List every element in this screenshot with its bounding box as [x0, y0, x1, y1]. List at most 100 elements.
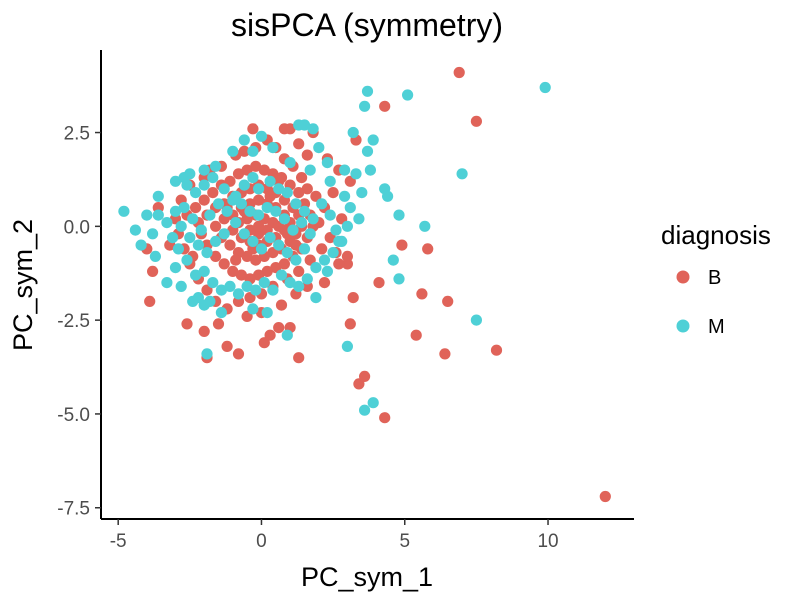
point-M-11 — [339, 164, 351, 176]
point-B-77 — [207, 187, 219, 199]
point-B-18 — [344, 318, 356, 330]
point-M-65 — [224, 280, 236, 292]
point-B-127 — [224, 239, 236, 251]
point-M-126 — [353, 213, 365, 225]
x-tick-label: -5 — [110, 531, 127, 552]
point-M-50 — [324, 209, 336, 221]
point-M-18 — [387, 254, 399, 266]
point-M-28 — [118, 205, 130, 217]
point-B-12 — [442, 295, 454, 307]
point-B-173 — [212, 318, 225, 330]
point-M-74 — [169, 205, 182, 217]
point-M-91 — [296, 217, 308, 229]
point-M-76 — [187, 213, 199, 225]
point-B-31 — [293, 352, 305, 364]
y-axis-title: PC_sym_2 — [8, 219, 38, 351]
point-M-125 — [344, 202, 356, 214]
point-B-87 — [293, 187, 305, 199]
point-M-20 — [470, 314, 482, 326]
point-M-33 — [169, 262, 182, 274]
point-M-106 — [255, 130, 268, 142]
point-M-63 — [241, 280, 253, 292]
point-M-101 — [210, 235, 222, 247]
point-M-83 — [247, 235, 259, 247]
point-M-19 — [393, 273, 405, 285]
point-B-157 — [264, 190, 276, 202]
point-B-82 — [250, 160, 262, 172]
point-M-60 — [267, 284, 279, 296]
point-B-176 — [301, 149, 313, 161]
point-M-31 — [152, 190, 164, 202]
point-M-78 — [204, 209, 216, 221]
point-M-35 — [190, 187, 202, 199]
point-M-26 — [238, 134, 250, 146]
point-M-87 — [281, 247, 293, 259]
legend-title: diagnosis — [661, 220, 771, 250]
point-M-98 — [235, 198, 247, 210]
point-M-90 — [304, 228, 316, 240]
point-M-2 — [361, 85, 374, 97]
point-M-85 — [264, 232, 276, 244]
point-M-89 — [298, 243, 311, 255]
point-B-154 — [253, 220, 265, 232]
point-M-29 — [135, 239, 147, 251]
point-M-92 — [287, 224, 299, 236]
point-M-131 — [304, 164, 316, 176]
point-B-17 — [347, 292, 359, 304]
point-B-94 — [278, 258, 290, 270]
point-B-21 — [379, 412, 391, 424]
y-tick-label: 2.5 — [64, 124, 90, 145]
point-M-47 — [298, 205, 311, 217]
point-M-57 — [293, 280, 305, 292]
point-M-3 — [359, 100, 371, 112]
y-tick-label: -2.5 — [57, 311, 90, 332]
point-M-129 — [321, 265, 333, 277]
point-M-128 — [333, 235, 345, 247]
point-B-129 — [210, 220, 222, 232]
point-M-136 — [313, 142, 325, 154]
point-M-108 — [247, 145, 259, 157]
point-B-25 — [333, 258, 345, 270]
point-M-55 — [310, 262, 322, 274]
point-B-0 — [453, 66, 465, 79]
x-tick-label: 5 — [399, 531, 410, 552]
point-M-135 — [356, 187, 368, 199]
point-M-27 — [175, 280, 187, 292]
point-M-104 — [184, 232, 196, 244]
point-M-117 — [215, 307, 227, 319]
point-B-33 — [232, 348, 245, 360]
point-B-76 — [198, 194, 210, 206]
point-M-80 — [221, 205, 233, 217]
point-M-10 — [321, 157, 333, 169]
y-ticks: -7.5 -5.0 -2.5 0.0 2.5 — [57, 124, 101, 520]
point-M-79 — [212, 198, 225, 210]
point-M-71 — [172, 243, 184, 255]
point-B-100 — [227, 265, 239, 277]
legend-label-M: M — [708, 316, 725, 338]
point-M-69 — [190, 269, 202, 281]
point-M-75 — [178, 202, 190, 214]
legend-swatch-M — [676, 319, 690, 333]
point-B-20 — [359, 370, 371, 382]
point-M-100 — [218, 228, 230, 240]
point-M-21 — [341, 340, 353, 352]
point-B-22 — [599, 490, 611, 503]
point-B-26 — [318, 277, 331, 289]
point-M-49 — [316, 198, 328, 210]
point-M-112 — [169, 175, 182, 187]
point-B-178 — [198, 325, 210, 337]
point-M-0 — [539, 81, 551, 94]
point-M-68 — [198, 265, 210, 277]
point-M-48 — [307, 213, 319, 225]
point-M-54 — [318, 254, 331, 266]
legend-items: BM — [676, 267, 725, 338]
point-M-14 — [382, 190, 394, 202]
point-M-102 — [201, 247, 213, 259]
point-M-36 — [198, 179, 210, 191]
x-ticks: -5 0 5 10 — [110, 519, 559, 552]
point-B-30 — [273, 322, 285, 334]
point-B-52 — [296, 172, 308, 184]
point-B-15 — [410, 329, 422, 341]
point-M-30 — [141, 209, 153, 221]
point-B-99 — [235, 269, 247, 281]
